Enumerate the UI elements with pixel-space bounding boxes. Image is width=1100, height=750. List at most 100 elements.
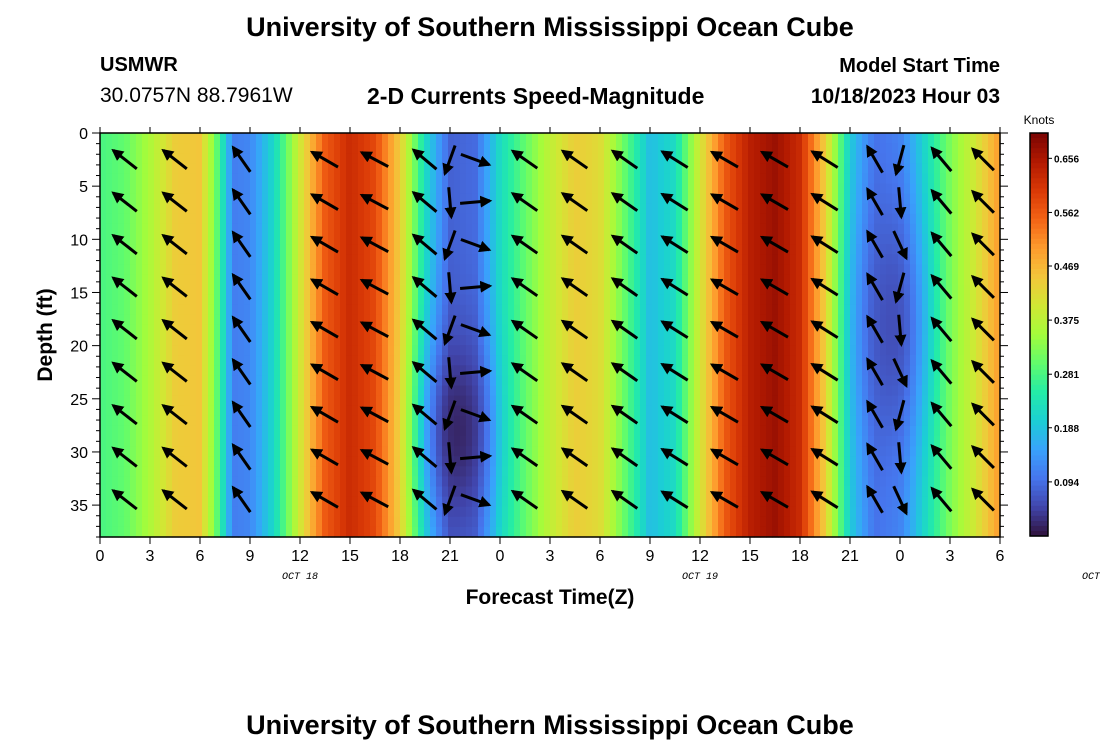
heatmap-cell (220, 264, 227, 275)
heatmap-cell (814, 203, 821, 215)
heatmap-cell (346, 395, 353, 407)
heatmap-cell (598, 385, 605, 397)
heatmap-cell (676, 163, 683, 174)
heatmap-cell (802, 193, 809, 205)
heatmap-cell (280, 415, 287, 427)
heatmap-cell (220, 213, 227, 225)
heatmap-cell (568, 496, 575, 508)
heatmap-cell (208, 355, 215, 366)
heatmap-cell (802, 466, 809, 477)
heatmap-cell (286, 496, 293, 508)
heatmap-cell (808, 294, 815, 306)
heatmap-cell (136, 365, 143, 376)
heatmap-cell (364, 314, 371, 326)
heatmap-cell (178, 496, 185, 508)
heatmap-cell (628, 526, 635, 538)
heatmap-cell (526, 506, 533, 518)
heatmap-cell (826, 466, 833, 477)
heatmap-cell (280, 466, 287, 477)
heatmap-cell (250, 264, 257, 275)
heatmap-cell (586, 496, 593, 508)
heatmap-cell (310, 456, 317, 467)
heatmap-cell (394, 254, 401, 265)
heatmap-cell (382, 436, 389, 447)
heatmap-cell (796, 324, 803, 336)
heatmap-cell (616, 425, 623, 437)
heatmap-cell (664, 163, 671, 174)
heatmap-cell (358, 143, 365, 154)
heatmap-cell (430, 183, 437, 195)
heatmap-cell (226, 446, 233, 457)
heatmap-cell (208, 395, 215, 407)
heatmap-cell (166, 456, 173, 467)
heatmap-cell (742, 486, 749, 498)
heatmap-cell (382, 385, 389, 397)
heatmap-cell (388, 365, 395, 376)
heatmap-cell (250, 476, 257, 488)
heatmap-cell (730, 425, 737, 437)
heatmap-cell (298, 203, 305, 215)
heatmap-cell (262, 526, 269, 538)
heatmap-cell (496, 183, 503, 195)
heatmap-cell (136, 415, 143, 427)
heatmap-cell (190, 163, 197, 174)
heatmap-cell (226, 486, 233, 498)
heatmap-cell (604, 365, 611, 376)
heatmap-cell (136, 395, 143, 407)
heatmap-cell (316, 304, 323, 316)
heatmap-cell (340, 294, 347, 306)
heatmap-cell (784, 526, 791, 538)
heatmap-cell (274, 143, 281, 154)
heatmap-cell (148, 506, 155, 518)
heatmap-cell (532, 405, 539, 417)
heatmap-cell (442, 526, 449, 538)
heatmap-cell (652, 213, 659, 225)
heatmap-cell (772, 526, 779, 538)
heatmap-cell (646, 415, 653, 427)
heatmap-cell (688, 153, 695, 164)
heatmap-cell (562, 415, 569, 427)
heatmap-cell (580, 365, 587, 376)
heatmap-cell (790, 395, 797, 407)
heatmap-cell (520, 456, 527, 467)
heatmap-cell (526, 213, 533, 225)
heatmap-cell (484, 526, 491, 538)
heatmap-cell (400, 355, 407, 366)
heatmap-cell (460, 143, 467, 154)
heatmap-cell (334, 304, 341, 316)
heatmap-cell (796, 526, 803, 538)
heatmap-cell (490, 425, 497, 437)
heatmap-cell (178, 486, 185, 498)
heatmap-cell (166, 436, 173, 447)
heatmap-cell (142, 274, 149, 286)
heatmap-cell (430, 193, 437, 205)
heatmap-cell (790, 456, 797, 467)
heatmap-cell (472, 163, 479, 174)
heatmap-cell (400, 446, 407, 457)
heatmap-cell (658, 173, 665, 185)
heatmap-cell (412, 355, 419, 366)
heatmap-cell (778, 385, 785, 397)
heatmap-cell (724, 385, 731, 397)
heatmap-cell (178, 254, 185, 265)
heatmap-cell (316, 143, 323, 154)
heatmap-cell (604, 274, 611, 286)
heatmap-cell (442, 395, 449, 407)
heatmap-cell (328, 375, 335, 387)
heatmap-cell (250, 213, 257, 225)
heatmap-cell (268, 415, 275, 427)
heatmap-cell (418, 516, 425, 528)
heatmap-cell (640, 365, 647, 376)
heatmap-cell (286, 274, 293, 286)
heatmap-cell (556, 345, 563, 356)
heatmap-cell (640, 163, 647, 174)
heatmap-cell (658, 425, 665, 437)
heatmap-cell (406, 345, 413, 356)
heatmap-cell (604, 294, 611, 306)
heatmap-cell (802, 143, 809, 154)
heatmap-cell (568, 223, 575, 235)
heatmap-cell (412, 213, 419, 225)
heatmap-cell (772, 133, 779, 144)
heatmap-cell (634, 183, 641, 195)
heatmap-cell (490, 244, 497, 255)
